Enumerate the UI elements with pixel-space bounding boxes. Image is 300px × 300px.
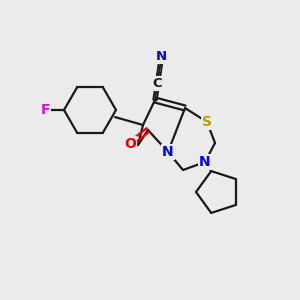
Text: N: N [156, 50, 167, 63]
Text: N: N [199, 155, 211, 169]
Text: O: O [124, 137, 136, 151]
Text: N: N [162, 145, 174, 159]
Text: F: F [40, 103, 50, 117]
Text: C: C [153, 76, 162, 90]
Text: S: S [202, 115, 212, 129]
